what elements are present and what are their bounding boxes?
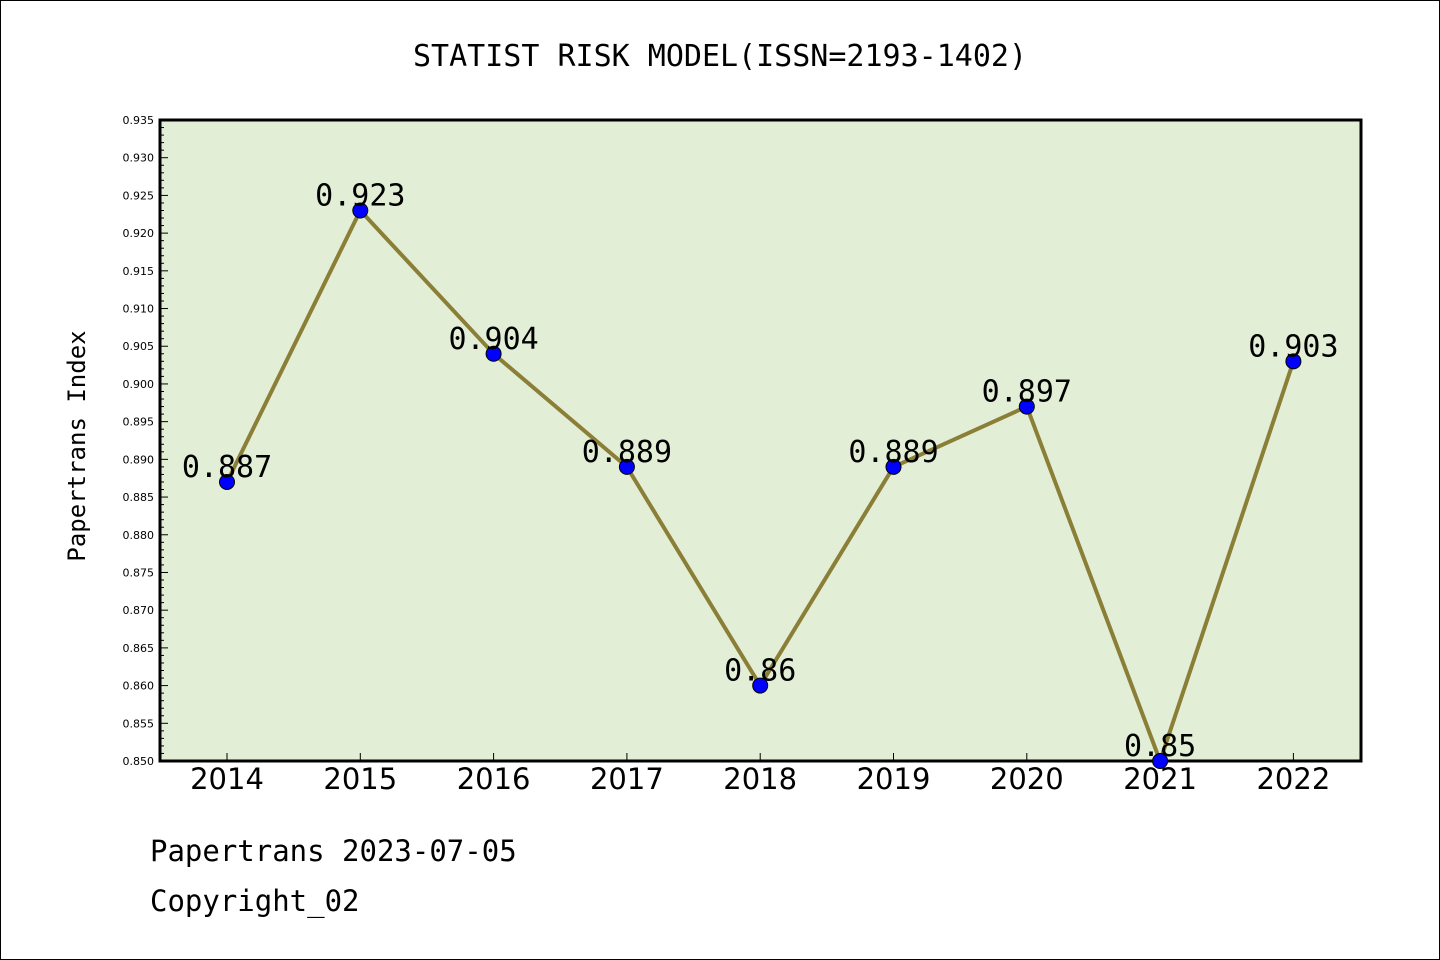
y-tick-label: 0.915 — [123, 265, 155, 278]
y-tick-label: 0.920 — [123, 227, 155, 240]
data-label: 0.889 — [582, 435, 672, 470]
data-label: 0.903 — [1248, 329, 1338, 364]
y-tick-label: 0.850 — [123, 755, 155, 768]
data-label: 0.923 — [315, 178, 405, 213]
data-label: 0.889 — [848, 435, 938, 470]
plot-area — [158, 118, 1363, 763]
data-label: 0.887 — [182, 450, 272, 485]
footer-date: Papertrans 2023-07-05 — [150, 834, 517, 868]
y-axis-label: Papertrans Index — [63, 330, 91, 561]
data-label: 0.86 — [724, 654, 796, 689]
y-tick-label: 0.895 — [123, 416, 155, 429]
data-label: 0.85 — [1124, 729, 1196, 764]
y-tick-label: 0.875 — [123, 566, 155, 579]
footer-copyright: Copyright_02 — [150, 884, 360, 918]
data-label: 0.897 — [982, 375, 1072, 410]
y-tick-label: 0.900 — [123, 378, 155, 391]
x-tick-label: 2015 — [323, 762, 397, 796]
y-tick-label: 0.930 — [123, 152, 155, 165]
data-point — [1152, 753, 1169, 769]
x-tick-label: 2014 — [190, 762, 264, 796]
data-point — [1285, 353, 1302, 370]
x-tick-label: 2022 — [1256, 762, 1330, 796]
y-tick-label: 0.935 — [123, 114, 155, 127]
y-tick-label: 0.890 — [123, 453, 155, 466]
x-tick-label: 2016 — [457, 762, 531, 796]
data-point — [885, 458, 902, 475]
x-tick-label: 2018 — [723, 762, 797, 796]
y-tick-label: 0.865 — [123, 642, 155, 655]
y-tick-label: 0.885 — [123, 491, 155, 504]
y-tick-label: 0.860 — [123, 680, 155, 693]
y-tick-label: 0.910 — [123, 303, 155, 316]
data-label: 0.904 — [448, 322, 538, 357]
data-point — [219, 473, 235, 490]
data-point — [752, 677, 769, 694]
y-tick-label: 0.870 — [123, 604, 155, 617]
y-tick-label: 0.905 — [123, 340, 155, 353]
x-tick-label: 2019 — [857, 762, 931, 796]
y-tick-label: 0.855 — [123, 717, 155, 730]
y-tick-label: 0.925 — [123, 189, 155, 202]
x-tick-label: 2020 — [990, 762, 1064, 796]
data-point — [352, 202, 369, 219]
data-point — [1018, 398, 1035, 415]
data-point — [485, 345, 502, 362]
data-point — [618, 458, 635, 475]
x-tick-label: 2017 — [590, 762, 664, 796]
chart-title: STATIST RISK MODEL(ISSN=2193-1402) — [413, 39, 1027, 74]
y-tick-label: 0.880 — [123, 529, 155, 542]
